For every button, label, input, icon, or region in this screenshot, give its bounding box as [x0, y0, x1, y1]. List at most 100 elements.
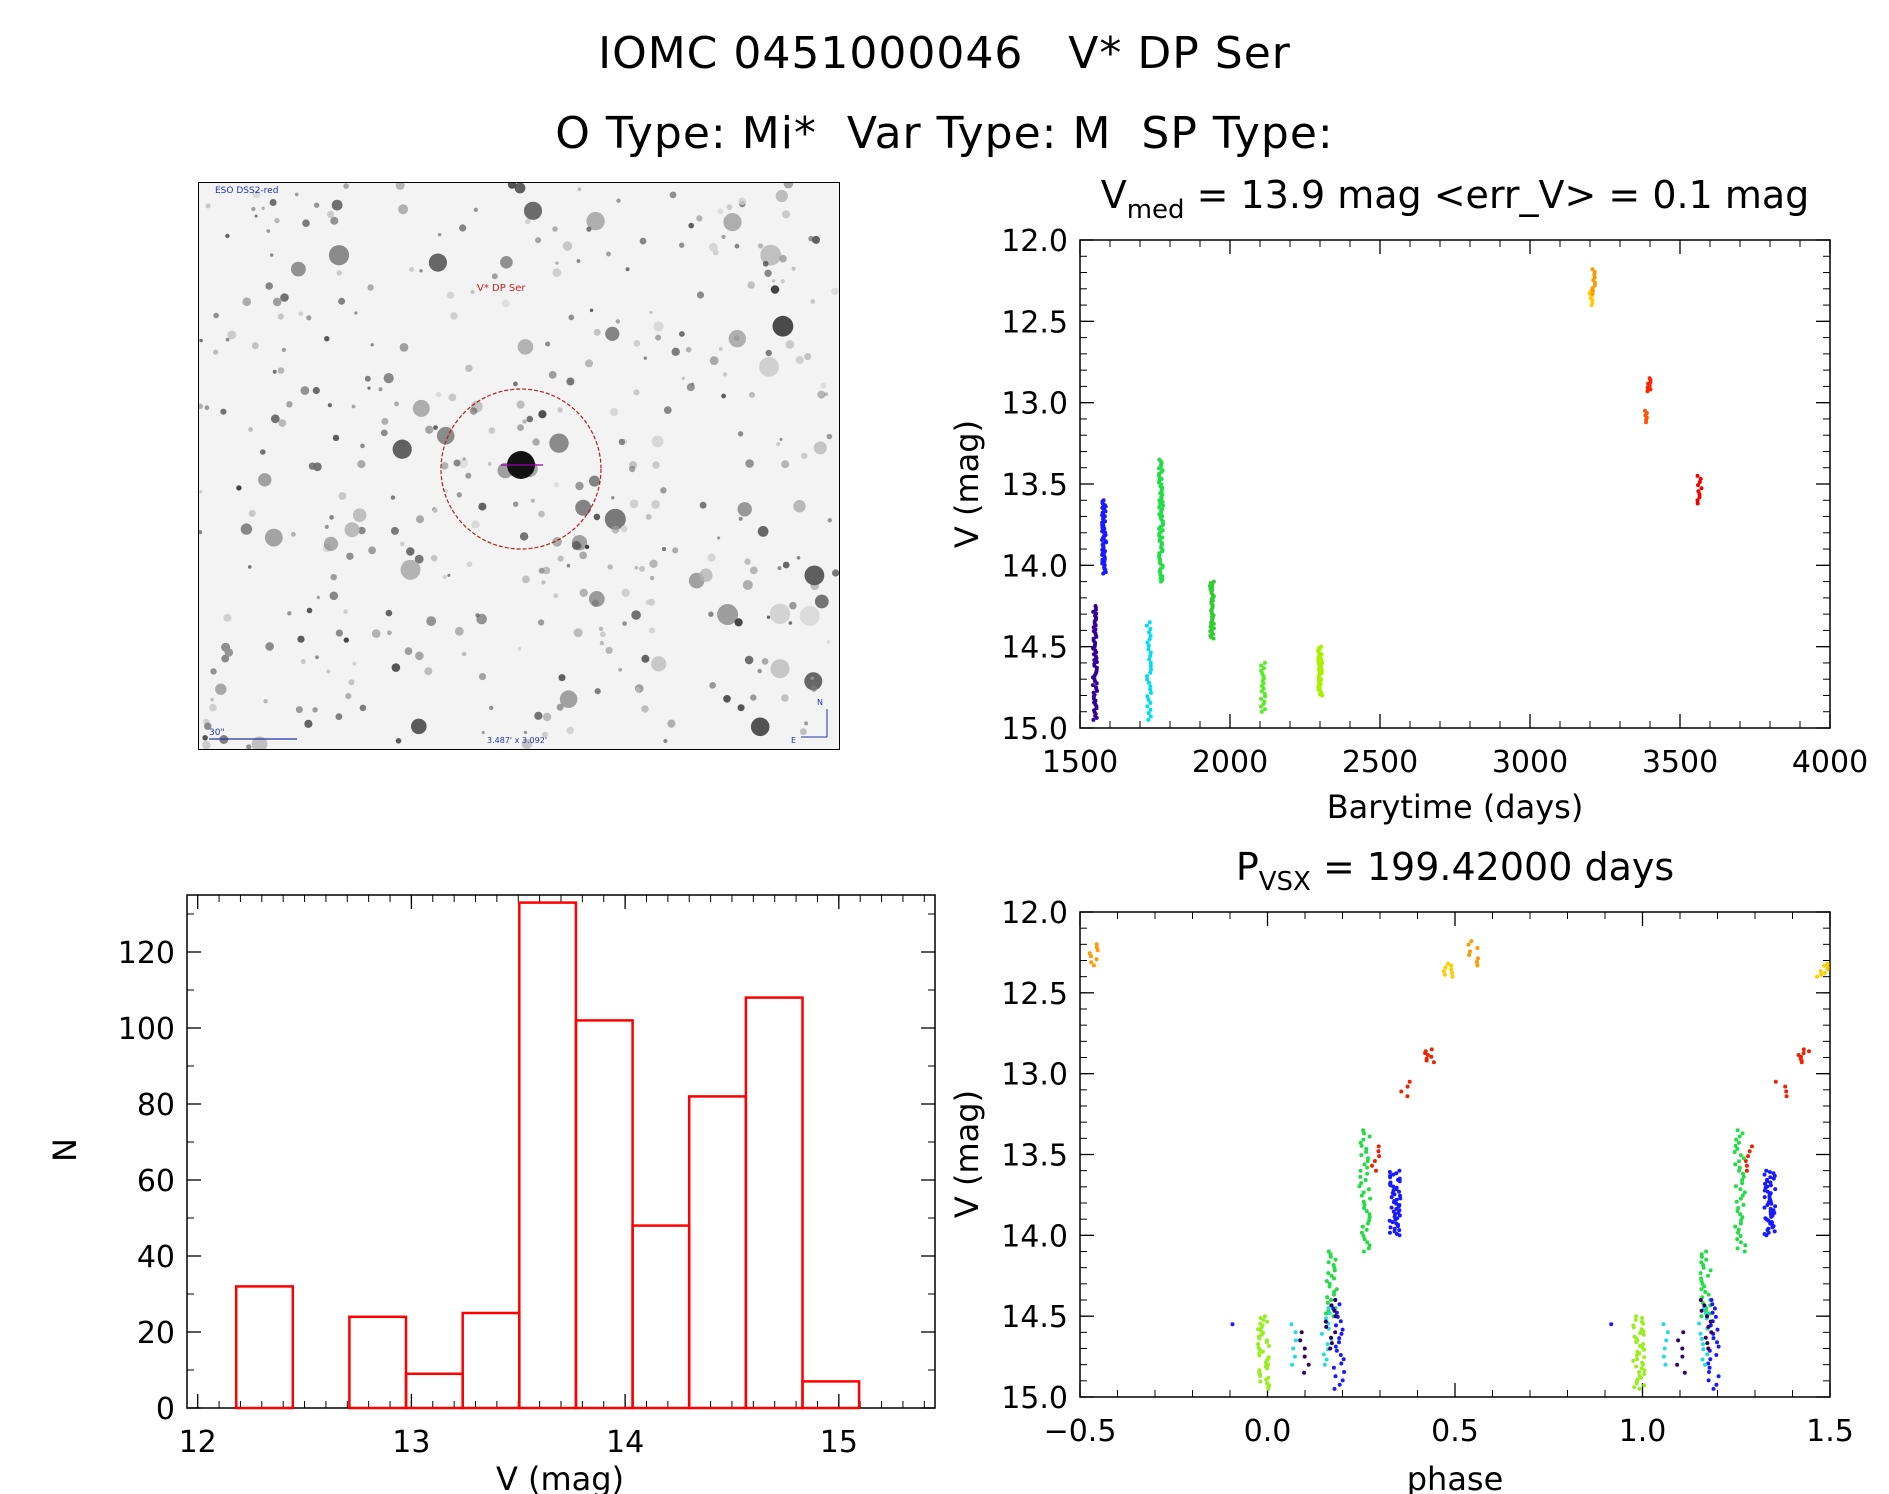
phased-point [1701, 1342, 1705, 1347]
star [205, 203, 211, 209]
phased-point [1329, 1303, 1334, 1308]
lightcurve-point [1100, 523, 1105, 528]
lightcurve-point [1211, 626, 1216, 631]
star [645, 513, 652, 520]
lightcurve-point [1160, 547, 1165, 552]
star [430, 554, 438, 562]
phased-point [1392, 1192, 1397, 1197]
phased-point [1329, 1335, 1333, 1340]
lightcurve-point [1316, 675, 1321, 680]
lightcurve-point [1697, 495, 1702, 500]
lightcurve-point [1103, 530, 1108, 535]
lightcurve-point [1091, 696, 1096, 701]
star [330, 574, 337, 581]
star [762, 260, 769, 267]
phased-point [1697, 1321, 1702, 1326]
star [457, 458, 468, 469]
star [260, 449, 266, 455]
lightcurve-point [1211, 632, 1216, 637]
star [804, 565, 825, 586]
star [251, 206, 256, 212]
star [225, 233, 230, 239]
star [588, 475, 600, 487]
star [651, 435, 664, 448]
phased-point [1733, 1162, 1738, 1167]
star [575, 481, 584, 491]
star [409, 266, 415, 272]
star [545, 341, 551, 347]
phased-point [1634, 1364, 1639, 1369]
phased-point [1264, 1358, 1269, 1363]
star [604, 508, 626, 530]
lightcurve-point [1209, 597, 1214, 602]
phased-point [1825, 965, 1830, 970]
star [315, 655, 319, 659]
phased-point [1822, 963, 1827, 968]
lightcurve-point [1091, 690, 1096, 695]
lightcurve-point [1319, 670, 1324, 675]
star [398, 204, 409, 215]
lightcurve-point [1091, 675, 1095, 680]
phased-point [1327, 1311, 1332, 1316]
star [764, 269, 772, 277]
star [470, 289, 475, 294]
lightcurve-point [1102, 526, 1107, 531]
phased-point [1397, 1168, 1402, 1173]
lightcurve-point [1647, 383, 1652, 388]
lightcurve-point [1101, 518, 1106, 523]
star [314, 202, 320, 208]
star [641, 705, 649, 713]
star [667, 719, 676, 728]
phased-point [1773, 1204, 1778, 1209]
phased-point [1706, 1292, 1711, 1297]
phased-point [1332, 1276, 1337, 1281]
lightcurve-point [1160, 500, 1165, 504]
phased-point [1706, 1273, 1710, 1278]
phased-point [1327, 1281, 1332, 1286]
star [246, 744, 252, 749]
lightcurve-point [1590, 300, 1595, 305]
phased-point [1332, 1292, 1336, 1297]
lightcurve-point [1160, 549, 1164, 554]
lightcurve-point [1159, 496, 1164, 501]
phased-point [1306, 1362, 1311, 1367]
phased-point [1324, 1279, 1329, 1284]
phased-point [1333, 1298, 1338, 1302]
phased-point [1747, 1149, 1752, 1154]
north-label: N [817, 698, 823, 707]
star [679, 242, 685, 248]
phased-point [1363, 1178, 1368, 1182]
star [726, 204, 733, 210]
phased-point [1750, 1144, 1754, 1149]
phased-point [1467, 953, 1472, 957]
phased-point [1773, 1079, 1778, 1084]
phased-point [1762, 1195, 1767, 1200]
star [708, 242, 718, 252]
phased-point [1332, 1386, 1337, 1391]
phased-point [1703, 1335, 1708, 1340]
lightcurve-point [1644, 411, 1649, 416]
star [765, 349, 772, 357]
phased-point [1331, 1314, 1336, 1319]
lightcurve-point [1211, 579, 1216, 584]
star [769, 603, 791, 624]
phased-point [1396, 1177, 1400, 1182]
phased-point [1768, 1191, 1773, 1196]
lightcurve-point [1643, 408, 1647, 413]
lightcurve-point [1157, 498, 1162, 503]
phased-point [1424, 1058, 1429, 1063]
lightcurve-point [1092, 700, 1097, 705]
lightcurve-point [1259, 663, 1264, 668]
phased-point [1429, 1047, 1434, 1052]
star [542, 731, 549, 738]
y-tick-label: 14.0 [1001, 1219, 1068, 1254]
star [625, 267, 630, 272]
lightcurve-point [1160, 535, 1165, 540]
phased-point [1397, 1228, 1402, 1233]
phased-title: PVSX = 199.42000 days [1236, 845, 1674, 897]
sky-image-canvas: ESO DSS2-red V* DP Ser 30" 3.487' x 3.09… [199, 183, 839, 749]
lightcurve-point [1160, 565, 1165, 570]
star [378, 387, 383, 392]
lightcurve-point [1317, 662, 1322, 667]
star [804, 721, 809, 726]
